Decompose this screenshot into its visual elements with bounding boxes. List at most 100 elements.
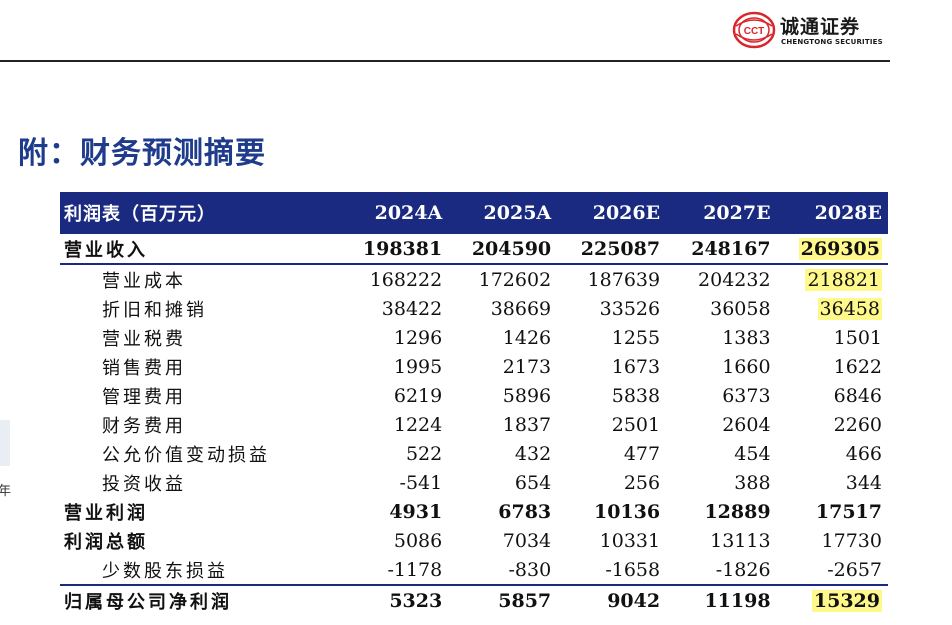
cell-value: 17730: [777, 526, 888, 555]
cell-value-text: 9042: [607, 589, 661, 612]
cell-value-text: 15329: [811, 589, 882, 612]
row-label: 营业税费: [102, 328, 186, 350]
table-row: 管理费用 6219 5896 5838 6373 6846: [60, 381, 888, 410]
cell-value: 432: [448, 439, 557, 468]
cell-value: 204232: [666, 264, 776, 294]
table-row: 营业利润 4931 6783 10136 12889 17517: [60, 497, 888, 526]
column-header-2026e: 2026E: [557, 192, 667, 234]
cell-value-text: 6846: [833, 384, 882, 407]
cell-value-text: 5086: [393, 529, 443, 552]
cell-value: 1255: [557, 323, 666, 352]
cell-value: 11198: [666, 584, 777, 615]
cell-value-text: 33526: [599, 297, 661, 320]
cell-value: 1383: [666, 323, 776, 352]
cell-value-text: 36458: [817, 297, 882, 320]
cell-value-text: -541: [399, 471, 443, 494]
cell-value-text: 5838: [611, 384, 661, 407]
cell-value-text: 2501: [611, 413, 661, 436]
cell-value: 187639: [557, 264, 666, 294]
cell-value: 38669: [448, 294, 557, 323]
cell-value: 33526: [557, 294, 666, 323]
cell-value-text: 1673: [611, 355, 661, 378]
cell-value-text: -830: [508, 558, 552, 581]
cell-value-text: 1837: [502, 413, 552, 436]
cell-value-text: 1501: [833, 326, 882, 349]
table-row: 利润总额 5086 7034 10331 13113 17730: [60, 526, 888, 555]
cell-value: 2173: [448, 352, 557, 381]
cell-value-text: 17517: [815, 500, 882, 523]
cell-value: 477: [557, 439, 666, 468]
cell-value: 248167: [666, 234, 777, 265]
cell-value-text: 1995: [393, 355, 443, 378]
cell-value: 168222: [339, 264, 448, 294]
cell-value-text: 225087: [580, 237, 661, 260]
cell-value-text: 13113: [710, 529, 771, 552]
table-row: 投资收益 -541 654 256 388 344: [60, 468, 888, 497]
cell-value: 9042: [557, 584, 667, 615]
cell-value-text: 522: [405, 442, 443, 465]
cell-value: 5896: [448, 381, 557, 410]
cell-value-text: -1658: [605, 558, 661, 581]
cell-value-text: -1178: [387, 558, 443, 581]
table-row: 公允价值变动损益 522 432 477 454 466: [60, 439, 888, 468]
left-edge-fragment: [0, 420, 10, 466]
cell-value-text: 256: [623, 471, 661, 494]
brand-logo: CCT 诚通证券 CHENGTONG SECURITIES: [732, 10, 892, 50]
row-label: 财务费用: [102, 415, 186, 437]
cell-value-text: 466: [845, 442, 882, 465]
table-row: 折旧和摊销 38422 38669 33526 36058 36458: [60, 294, 888, 323]
cell-value-text: 6783: [498, 500, 552, 523]
cell-value-text: 5896: [502, 384, 552, 407]
cell-value: 1673: [557, 352, 666, 381]
cell-value-text: 344: [845, 471, 882, 494]
cell-value-text: 1426: [502, 326, 552, 349]
cell-value: 256: [557, 468, 666, 497]
cell-value-text: 204232: [698, 268, 771, 291]
row-label: 销售费用: [102, 357, 186, 379]
cell-value: 654: [448, 468, 557, 497]
cell-value-text: 17730: [821, 529, 882, 552]
column-header-2028e: 2028E: [776, 192, 888, 234]
cell-value: 6373: [666, 381, 776, 410]
cell-value: -1178: [339, 555, 448, 585]
cell-value: 1426: [448, 323, 557, 352]
cell-value: 2501: [557, 410, 666, 439]
cell-value: 6783: [448, 497, 557, 526]
cell-value-text: 10331: [599, 529, 661, 552]
cell-value-text: 248167: [691, 237, 771, 260]
cell-value: 1224: [339, 410, 448, 439]
cell-value: 454: [666, 439, 776, 468]
cell-value: 198381: [339, 234, 449, 265]
cell-value: 7034: [448, 526, 557, 555]
cell-value-text: 168222: [369, 268, 443, 291]
cell-value-text: 5857: [498, 589, 552, 612]
cell-value: 2604: [666, 410, 776, 439]
cell-value: -541: [339, 468, 448, 497]
cell-value: 6219: [339, 381, 448, 410]
cell-value: 1501: [777, 323, 888, 352]
cell-value: 388: [666, 468, 776, 497]
cell-value-text: 38422: [381, 297, 443, 320]
cell-value: 36458: [777, 294, 888, 323]
brand-name-cn: 诚通证券: [780, 16, 861, 38]
cell-value-text: 5323: [389, 589, 443, 612]
cell-value-text: 11198: [704, 589, 771, 612]
cell-value-text: 7034: [502, 529, 552, 552]
cell-value: 15329: [776, 584, 888, 615]
cell-value: 218821: [777, 264, 888, 294]
column-header-label: 利润表（百万元）: [60, 192, 340, 234]
cell-value: 38422: [339, 294, 448, 323]
cell-value: 5086: [339, 526, 448, 555]
table-row: 销售费用 1995 2173 1673 1660 1622: [60, 352, 888, 381]
cell-value: 1837: [448, 410, 557, 439]
cell-value-text: 204590: [471, 237, 552, 260]
cell-value: -2657: [777, 555, 888, 585]
cell-value: 12889: [666, 497, 776, 526]
row-label: 少数股东损益: [102, 560, 228, 582]
income-statement-table: 利润表（百万元） 2024A 2025A 2026E 2027E 2028E 营…: [60, 192, 888, 615]
cell-value: 1660: [666, 352, 776, 381]
cell-value-text: 432: [514, 442, 552, 465]
cell-value: 522: [339, 439, 448, 468]
cell-value: 172602: [448, 264, 557, 294]
row-label: 营业成本: [102, 270, 186, 292]
